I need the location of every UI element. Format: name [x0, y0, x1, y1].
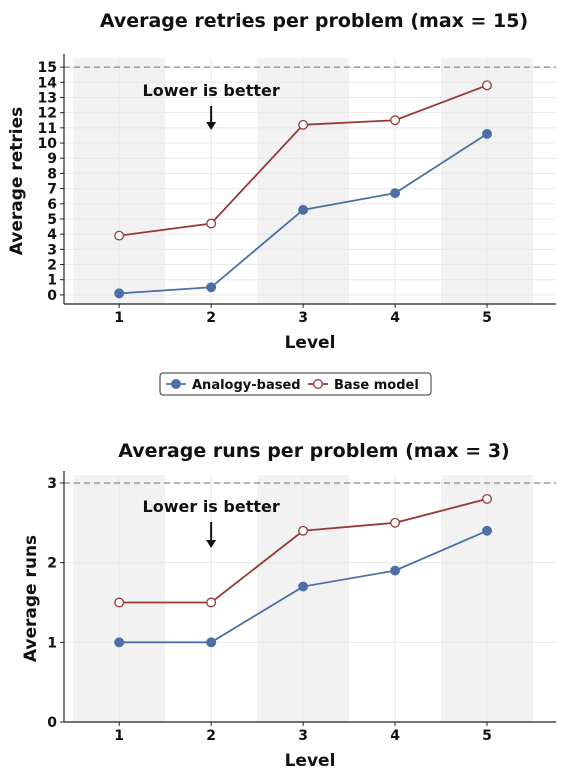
x-tick-label: 2	[206, 728, 216, 744]
y-tick-label: 2	[47, 258, 57, 274]
y-tick-label: 10	[38, 136, 58, 152]
legend-label: Base model	[334, 378, 419, 393]
x-tick-label: 1	[114, 728, 124, 744]
y-tick-label: 5	[47, 212, 57, 228]
y-tick-label: 3	[47, 242, 57, 258]
y-tick-label: 0	[47, 715, 57, 731]
data-point-base-model	[114, 230, 125, 241]
y-tick-label: 15	[38, 60, 57, 76]
y-tick-label: 12	[38, 106, 57, 122]
data-point-analogy-based	[114, 637, 125, 648]
x-axis-label: Level	[285, 333, 336, 353]
y-tick-label: 4	[47, 227, 57, 243]
data-point-base-model	[482, 80, 492, 91]
y-tick-label: 2	[47, 556, 57, 572]
annotation-arrow-head	[206, 122, 217, 130]
legend-marker	[313, 379, 323, 389]
data-point-analogy-based	[206, 282, 217, 293]
annotation-text: Lower is better	[143, 81, 280, 100]
x-tick-label: 5	[482, 310, 492, 326]
y-tick-label: 0	[47, 288, 57, 304]
data-point-analogy-based	[298, 581, 309, 592]
data-point-base-model	[298, 525, 309, 536]
y-tick-label: 9	[47, 151, 57, 167]
x-axis-label: Level	[285, 751, 336, 771]
x-tick-label: 1	[114, 310, 124, 326]
x-tick-label: 3	[298, 310, 308, 326]
y-tick-label: 11	[38, 121, 57, 137]
data-point-base-model	[206, 218, 217, 229]
y-tick-label: 3	[47, 476, 57, 492]
y-tick-label: 14	[38, 75, 58, 91]
y-tick-label: 7	[47, 182, 57, 198]
data-point-base-model	[390, 517, 401, 528]
x-tick-label: 4	[390, 728, 400, 744]
x-tick-label: 3	[298, 728, 308, 744]
legend-label: Analogy-based	[192, 378, 301, 393]
y-tick-label: 13	[38, 90, 57, 106]
data-point-base-model	[298, 119, 309, 130]
data-point-base-model	[482, 493, 492, 504]
y-tick-label: 1	[47, 635, 57, 651]
data-point-base-model	[390, 115, 401, 126]
y-tick-label: 1	[47, 273, 57, 289]
data-point-analogy-based	[390, 188, 401, 199]
data-point-base-model	[206, 597, 217, 608]
chart-2: 0 1 2 3 1 2 3 4 5 Average runs per problem (max =…	[21, 440, 556, 771]
data-point-analogy-based	[482, 525, 492, 536]
legend-marker	[171, 379, 181, 389]
y-axis-label: Average retries	[7, 107, 27, 256]
y-tick-label: 6	[47, 197, 57, 213]
chart-title: Average runs per problem (max = 3)	[118, 440, 509, 462]
legend-box	[159, 372, 432, 396]
y-tick-label: 8	[47, 166, 57, 182]
x-tick-label: 4	[390, 310, 400, 326]
data-point-analogy-based	[390, 565, 401, 576]
annotation-arrow-head	[206, 540, 217, 548]
data-point-analogy-based	[114, 288, 125, 299]
y-axis-label: Average runs	[21, 535, 41, 662]
data-point-analogy-based	[298, 204, 309, 215]
data-point-analogy-based	[206, 637, 217, 648]
x-tick-label: 2	[206, 310, 216, 326]
data-point-base-model	[114, 597, 125, 608]
x-tick-label: 5	[482, 728, 492, 744]
data-point-analogy-based	[482, 128, 492, 139]
chart-title: Average retries per problem (max = 15)	[100, 10, 528, 32]
legend: Analogy-based Base model	[159, 372, 432, 396]
annotation-text: Lower is better	[143, 497, 280, 516]
